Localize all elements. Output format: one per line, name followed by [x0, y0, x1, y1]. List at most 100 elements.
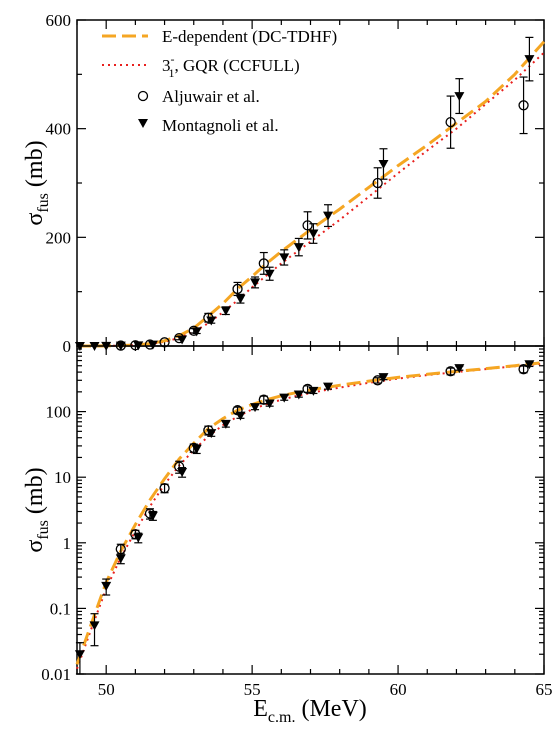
bottom-montagnoli-point [524, 360, 535, 370]
triangle-marker [235, 411, 246, 421]
triangle-marker [115, 554, 126, 564]
bottom-montagnoli-point [264, 399, 275, 409]
top-series [74, 36, 546, 351]
triangle-marker [235, 294, 246, 304]
triangle-marker [250, 403, 261, 413]
triangle-marker [220, 419, 231, 429]
bottom-montagnoli-point [293, 390, 304, 400]
x-tick-label: 60 [390, 680, 407, 699]
circle-marker [302, 220, 313, 231]
top-y-axis-symbol: σ [22, 213, 48, 226]
bottom-montagnoli-point [191, 444, 202, 455]
bottom-aljuwair-point [159, 483, 170, 494]
top-y-axis-unit: (mb) [22, 140, 48, 187]
bottom-montagnoli-point [177, 467, 188, 478]
bottom-montagnoli-point [454, 364, 465, 374]
top-y-tick-label: 400 [46, 120, 72, 139]
triangle-marker [293, 390, 304, 400]
bottom-montagnoli-point [235, 411, 246, 421]
legend-ccfull-rest: , GQR (CCFULL) [175, 56, 300, 75]
bottom-panel: 50 55 60 65 0.01 0.1 1 10 100 σfus (mb) Ec.m. (MeV… [22, 345, 553, 726]
bottom-y-axis-unit: (mb) [22, 467, 48, 514]
bottom-montagnoli-point [308, 386, 319, 396]
circle-marker [159, 483, 170, 494]
bottom-y-tick-label: 0.1 [50, 599, 71, 618]
top-legend: E-dependent (DC-TDHF) 3-1, GQR (CCFULL) … [102, 27, 337, 135]
circle-marker [232, 283, 243, 295]
top-montagnoli-point [524, 36, 535, 82]
triangle-marker [147, 340, 158, 350]
bottom-montagnoli-point [250, 403, 261, 413]
bottom-aljuwair-point [302, 383, 313, 395]
legend-montagnoli-label: Montagnoli et al. [162, 116, 279, 135]
triangle-marker [279, 253, 290, 263]
circle-marker [372, 177, 383, 189]
top-aljuwair-point [372, 167, 383, 199]
top-montagnoli-point [454, 78, 465, 115]
triangle-marker [147, 511, 158, 521]
x-axis-symbol: E [253, 696, 268, 722]
triangle-marker [250, 278, 261, 288]
top-aljuwair-point [302, 211, 313, 240]
top-y-axis-title: σfus (mb) [22, 140, 52, 225]
triangle-marker [101, 581, 112, 591]
triangle-marker [308, 386, 319, 396]
legend-ccfull-main: 3 [162, 56, 171, 75]
top-tick-labels: 0 200 400 600 [46, 11, 72, 356]
top-aljuwair-point [258, 251, 269, 275]
triangle-marker [293, 243, 304, 253]
circle-marker [518, 100, 529, 111]
top-panel: 0 200 400 600 E-dependent (DC-TDHF) 3-1, GQ… [22, 11, 546, 356]
triangle-marker [524, 360, 535, 370]
legend-ccfull-label: 3-1, GQR (CCFULL) [162, 52, 300, 80]
triangle-marker [177, 335, 188, 345]
bottom-montagnoli-point [115, 553, 126, 565]
top-montagnoli-point [323, 204, 334, 228]
top-montagnoli-point [279, 249, 290, 266]
bottom-montagnoli-point [101, 578, 112, 596]
triangle-marker [378, 159, 389, 169]
triangle-marker [524, 55, 535, 65]
triangle-marker [191, 444, 202, 454]
triangle-marker [264, 399, 275, 409]
bottom-aljuwair-point [372, 375, 383, 386]
top-montagnoli-point [250, 276, 261, 289]
triangle-marker [454, 364, 465, 374]
top-y-tick-label: 0 [63, 337, 72, 356]
top-y-axis-subscript: fus [35, 193, 52, 213]
top-montagnoli-point [147, 340, 158, 350]
x-axis-subscript: c.m. [268, 709, 296, 726]
triangle-marker [74, 650, 85, 660]
triangle-marker [177, 468, 188, 478]
top-montagnoli-point [206, 316, 217, 326]
bottom-montagnoli-point [89, 613, 100, 647]
triangle-marker [323, 211, 334, 221]
bottom-montagnoli-point [74, 642, 85, 675]
top-montagnoli-point [177, 335, 188, 345]
bottom-y-tick-label: 100 [46, 403, 72, 422]
tdhf-curve [75, 361, 545, 665]
legend-tdhf-label: E-dependent (DC-TDHF) [162, 27, 337, 46]
triangle-marker [454, 92, 465, 102]
x-axis-title: Ec.m. (MeV) [253, 696, 367, 726]
bottom-montagnoli-point [133, 532, 144, 544]
legend-ccfull-sup: - [171, 52, 175, 66]
bottom-montagnoli-point [279, 393, 290, 403]
triangle-marker [133, 533, 144, 543]
triangle-marker [206, 429, 217, 439]
top-plot-frame [76, 19, 545, 347]
bottom-montagnoli-point [147, 510, 158, 521]
x-tick-label: 55 [244, 680, 261, 699]
circle-marker [445, 116, 456, 128]
x-tick-label: 50 [98, 680, 115, 699]
top-montagnoli-point [235, 293, 246, 304]
x-tick-label: 65 [536, 680, 553, 699]
top-montagnoli-point [308, 223, 319, 244]
bottom-montagnoli-point [323, 382, 334, 392]
bottom-y-axis-symbol: σ [22, 540, 48, 553]
tdhf-curve [77, 40, 546, 348]
triangle-marker [308, 229, 319, 239]
bottom-y-axis-subscript: fus [35, 520, 52, 540]
triangle-marker [378, 373, 389, 383]
